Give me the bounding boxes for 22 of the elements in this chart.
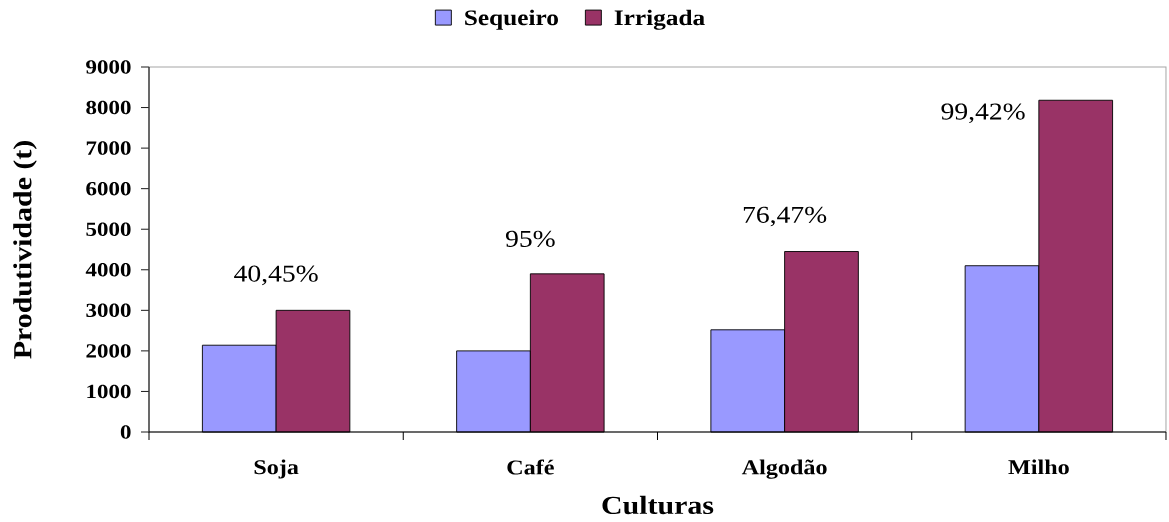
x-tick-label: Milho (1008, 459, 1069, 475)
y-tick-label: 3000 (86, 303, 131, 318)
x-tick-label: Café (507, 459, 554, 475)
y-tick-label: 9000 (86, 60, 131, 74)
annotation: 99,42% (941, 103, 1025, 124)
x-tick-label: Soja (254, 459, 299, 479)
y-tick-label: 7000 (86, 141, 131, 155)
y-tick-label: 4000 (85, 263, 131, 277)
annotation: 76,47% (743, 206, 827, 227)
annotation: 95% (505, 230, 555, 247)
legend-label: Sequeiro (465, 9, 558, 30)
annotation: 40,45% (234, 265, 318, 286)
x-axis-title: Culturas (602, 495, 714, 515)
y-axis-title: Produtividade (t) (13, 141, 37, 359)
legend-label: Irrigada (614, 9, 705, 30)
x-tick-label: Algodão (741, 459, 827, 479)
y-tick-label: 0 (120, 425, 131, 439)
y-tick-label: 1000 (87, 384, 131, 399)
y-tick-label: 5000 (86, 222, 131, 236)
y-tick-label: 8000 (86, 100, 131, 115)
y-tick-label: 6000 (86, 181, 131, 196)
y-tick-label: 2000 (86, 344, 131, 358)
